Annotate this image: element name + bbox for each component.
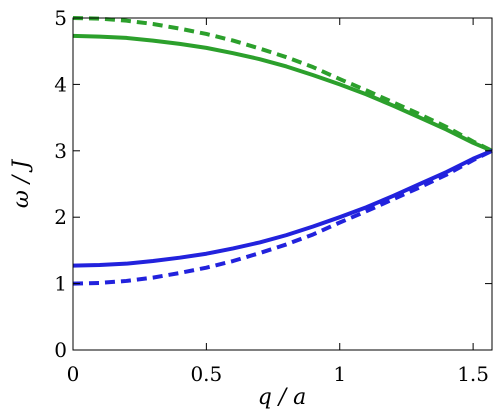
x-tick-label: 1 — [333, 362, 346, 386]
x-axis-label: q / a — [258, 385, 307, 410]
x-tick-label: 1.5 — [457, 362, 489, 386]
series-line-2 — [72, 16, 493, 153]
plot-frame — [72, 17, 493, 351]
x-tick-label: 0 — [67, 362, 80, 386]
y-tick-label: 4 — [54, 72, 67, 96]
series-line-1 — [72, 33, 493, 153]
series-line-3 — [72, 148, 493, 268]
y-tick-label: 5 — [54, 6, 67, 30]
y-tick-label: 3 — [54, 139, 67, 163]
y-tick-label: 2 — [54, 205, 67, 229]
series-layer — [72, 16, 493, 286]
x-tick-label: 0.5 — [190, 362, 222, 386]
y-axis-label: ω / J — [9, 159, 34, 208]
y-tick-label: 0 — [54, 338, 67, 362]
ticks-layer: 0 0.5 1 1.5 0 1 2 3 4 5 — [54, 6, 492, 386]
y-tick-label: 1 — [54, 272, 67, 296]
series-line-4 — [72, 149, 493, 286]
